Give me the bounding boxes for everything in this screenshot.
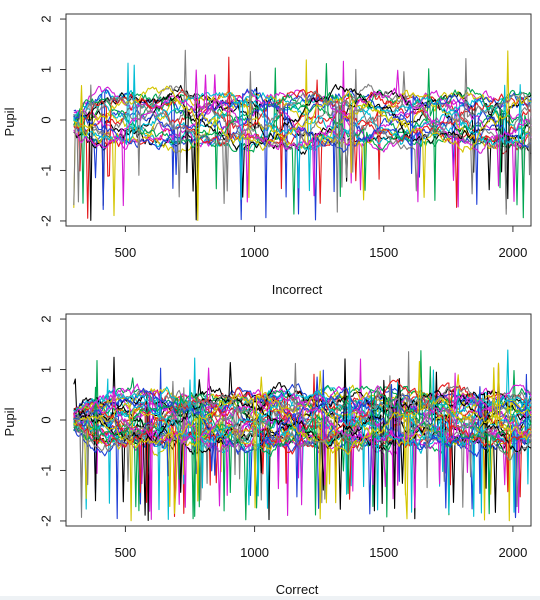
y-axis-label: Pupil bbox=[2, 107, 17, 136]
series-line bbox=[73, 372, 532, 520]
series-line bbox=[73, 378, 532, 493]
series-line bbox=[73, 84, 532, 221]
series-line bbox=[73, 58, 532, 213]
y-tick-label: 2 bbox=[39, 15, 54, 22]
y-tick-label: 0 bbox=[39, 116, 54, 123]
chart-incorrect: 500 1000 1500 2000 -2 -1 0 1 2 Incorrect Pupil bbox=[2, 13, 532, 297]
x-tick-label: 2000 bbox=[498, 245, 527, 260]
x-tick-label: 1500 bbox=[369, 245, 398, 260]
series-line bbox=[73, 63, 532, 219]
bottom-strip bbox=[0, 596, 540, 600]
x-tick-label: 1500 bbox=[369, 545, 398, 560]
chart-correct: 500 1000 1500 2000 -2 -1 0 1 2 Correct Pupil bbox=[2, 313, 532, 597]
x-tick-label: 2000 bbox=[498, 545, 527, 560]
x-tick-label: 1000 bbox=[240, 545, 269, 560]
y-tick-label: 1 bbox=[39, 66, 54, 73]
y-axis-label: Pupil bbox=[2, 407, 17, 436]
series-line bbox=[73, 90, 532, 221]
y-tick-label: -1 bbox=[39, 465, 54, 477]
series-line bbox=[73, 91, 532, 221]
series-line bbox=[73, 50, 532, 217]
x-axis-label: Incorrect bbox=[272, 282, 323, 297]
series-group bbox=[73, 349, 532, 522]
x-tick-label: 500 bbox=[115, 545, 137, 560]
y-tick-label: 2 bbox=[39, 315, 54, 322]
y-tick-label: 0 bbox=[39, 416, 54, 423]
series-group bbox=[73, 49, 532, 222]
series-line bbox=[73, 386, 532, 518]
series-line bbox=[73, 350, 532, 521]
y-tick-label: -1 bbox=[39, 165, 54, 177]
series-line bbox=[73, 69, 532, 207]
series-line bbox=[73, 362, 532, 500]
y-tick-label: -2 bbox=[39, 515, 54, 527]
axis-ticks: 500 1000 1500 2000 -2 -1 0 1 2 bbox=[39, 315, 528, 560]
x-tick-label: 500 bbox=[115, 245, 137, 260]
series-line bbox=[73, 60, 532, 202]
y-tick-label: -2 bbox=[39, 215, 54, 227]
series-line bbox=[73, 84, 532, 222]
x-tick-label: 1000 bbox=[240, 245, 269, 260]
series-line bbox=[73, 376, 532, 498]
axis-ticks: 500 1000 1500 2000 -2 -1 0 1 2 bbox=[39, 15, 528, 260]
x-axis-label: Correct bbox=[276, 582, 319, 597]
series-line bbox=[73, 88, 532, 221]
series-line bbox=[73, 386, 532, 486]
series-line bbox=[73, 360, 532, 520]
y-tick-label: 1 bbox=[39, 366, 54, 373]
